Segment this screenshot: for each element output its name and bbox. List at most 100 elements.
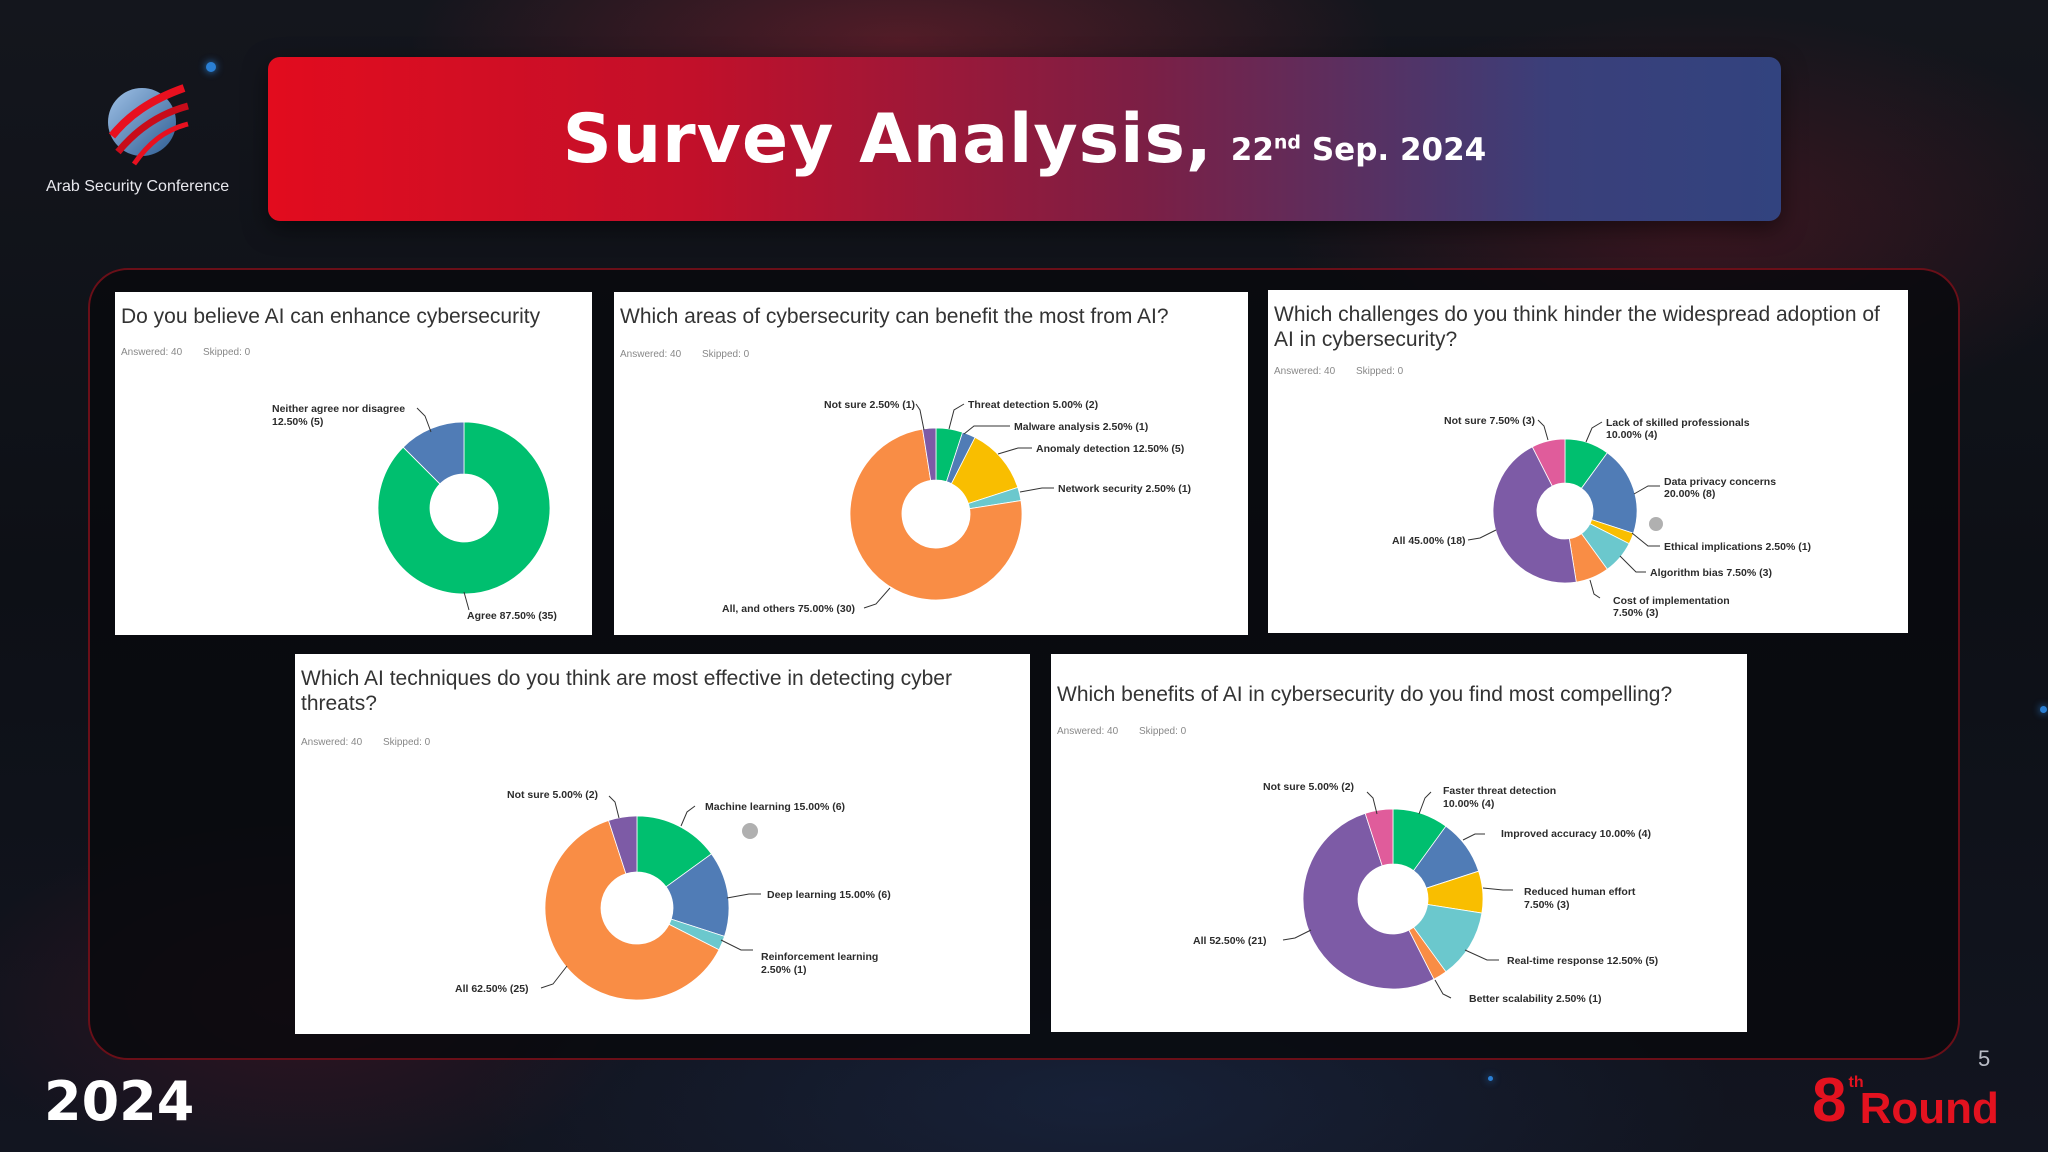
donut-slices (377, 421, 551, 595)
donut-chart: Not sure 5.00% (2) Machine learning 15.0… (455, 789, 891, 1001)
slice-label-reduced: Reduced human effort 7.50% (3) (1524, 886, 1636, 911)
donut-slices (849, 427, 1023, 601)
round-suffix: th (1848, 1074, 1864, 1091)
footer-year: 2024 (44, 1070, 195, 1133)
slice-label-bias: Algorithm bias 7.50% (3) (1650, 567, 1772, 579)
label-line: Reduced human effort (1524, 886, 1636, 898)
slice-label-all: All 52.50% (21) (1193, 935, 1267, 947)
pie-slice (1302, 812, 1435, 990)
slice-label-notsure: Not sure 2.50% (1) (824, 399, 915, 411)
slice-label-notsure: Not sure 7.50% (3) (1444, 415, 1535, 427)
label-line: 7.50% (3) (1613, 607, 1659, 619)
round-word: Round (1859, 1084, 1999, 1133)
leader-line (1366, 791, 1378, 815)
slice-label-privacy: Data privacy concerns 20.00% (8) (1664, 476, 1776, 500)
leader-line (726, 893, 761, 899)
conference-logo (98, 78, 190, 170)
slice-label-malware: Malware analysis 2.50% (1) (1014, 421, 1148, 433)
leader-line (1619, 555, 1646, 573)
card-question: Which challenges do you think hinder the… (1274, 303, 1880, 352)
round-number: 8 (1812, 1066, 1847, 1135)
pie-slice (377, 421, 551, 595)
slice-label-accuracy: Improved accuracy 10.00% (4) (1501, 828, 1651, 840)
label-line: 7.50% (3) (1524, 899, 1570, 911)
slice-label-all: All 45.00% (18) (1392, 535, 1466, 547)
donut-chart: Not sure 7.50% (3) Lack of skilled profe… (1392, 415, 1811, 619)
label-line: Lack of skilled professionals (1606, 417, 1750, 429)
slice-label-anomaly: Anomaly detection 12.50% (5) (1036, 443, 1184, 455)
survey-card-benefits: Which benefits of AI in cybersecurity do… (1051, 654, 1747, 1032)
cursor-dot (1649, 517, 1663, 531)
card-question: Do you believe AI can enhance cybersecur… (121, 305, 541, 328)
leader-line (1482, 887, 1513, 891)
slice-label-notsure: Not sure 5.00% (2) (1263, 781, 1354, 793)
page-number: 5 (1978, 1046, 1991, 1071)
leader-line (540, 965, 568, 989)
donut-slices (1302, 808, 1484, 990)
card-question: Which benefits of AI in cybersecurity do… (1057, 683, 1673, 706)
leader-line (863, 587, 891, 609)
label-line: 2.50% (1) (761, 964, 807, 976)
leader-line (463, 591, 470, 611)
pie-slice (1531, 438, 1566, 487)
pie-slice (849, 428, 1023, 601)
card-meta: Answered: 40 Skipped: 0 (1274, 366, 1421, 377)
leader-line (997, 447, 1032, 455)
leader-line (1462, 833, 1485, 841)
card-meta: Answered: 40 Skipped: 0 (121, 347, 268, 358)
label-line: Data privacy concerns (1664, 476, 1776, 488)
card-meta: Answered: 40 Skipped: 0 (620, 349, 767, 360)
donut-chart: Not sure 2.50% (1) Threat detection 5.00… (722, 399, 1191, 615)
skipped-count: Skipped: 0 (382, 737, 431, 748)
leader-line (1537, 419, 1549, 441)
leader-line (1467, 529, 1497, 541)
slice-label-realtime: Real-time response 12.50% (5) (1507, 955, 1658, 967)
page-title: Survey Analysis, (562, 99, 1213, 179)
survey-card-techniques: Which AI techniques do you think are mos… (295, 654, 1030, 1034)
answered-count: Answered: 40 (620, 349, 682, 360)
leader-line (948, 403, 965, 430)
network-node-decoration (206, 62, 216, 72)
round-badge: 8 th Round (1812, 1070, 1999, 1134)
slice-label-neither: Neither agree nor disagree 12.50% (5) (272, 403, 405, 428)
pie-slice (402, 421, 465, 485)
network-node-decoration (2040, 706, 2047, 713)
logo-globe-icon (108, 84, 189, 166)
card-question: Which areas of cybersecurity can benefit… (620, 305, 1169, 328)
label-line: 20.00% (8) (1664, 488, 1715, 500)
leader-line (1585, 421, 1603, 443)
skipped-count: Skipped: 0 (202, 347, 251, 358)
leader-line (1633, 485, 1660, 495)
leader-line (1631, 532, 1660, 547)
pie-slice (922, 427, 937, 481)
leader-line (1418, 791, 1432, 815)
skipped-count: Skipped: 0 (701, 349, 750, 360)
leader-line (1589, 579, 1601, 599)
network-node-decoration (1488, 1076, 1493, 1081)
label-line: 12.50% (5) (272, 416, 323, 428)
label-line: Cost of implementation (1613, 595, 1730, 607)
logo-text: Arab Security Conference (46, 178, 230, 195)
cursor-dot (742, 823, 758, 839)
pie-slice (1492, 446, 1577, 584)
leader-line (416, 407, 432, 433)
answered-count: Answered: 40 (1274, 366, 1336, 377)
skipped-count: Skipped: 0 (1138, 726, 1187, 737)
pie-slice (544, 819, 720, 1001)
survey-date: 22nd Sep. 2024 (1231, 132, 1486, 168)
slice-label-dl: Deep learning 15.00% (6) (767, 889, 891, 901)
date-day: 22 (1230, 132, 1274, 168)
slice-label-agree: Agree 87.50% (35) (467, 610, 557, 622)
slice-label-scalability: Better scalability 2.50% (1) (1469, 993, 1601, 1005)
card-question: Which AI techniques do you think are mos… (301, 667, 952, 716)
pie-slice (608, 815, 638, 875)
donut-chart: Neither agree nor disagree 12.50% (5) Agr… (272, 403, 557, 622)
survey-card-challenges: Which challenges do you think hinder the… (1268, 290, 1908, 633)
card-meta: Answered: 40 Skipped: 0 (301, 737, 448, 748)
donut-slices (1492, 438, 1638, 584)
slice-label-ml: Machine learning 15.00% (6) (705, 801, 845, 813)
pie-slice (1364, 808, 1394, 867)
pie-slice (1580, 452, 1638, 534)
slice-label-cost: Cost of implementation 7.50% (3) (1613, 595, 1730, 619)
leader-line (1434, 979, 1452, 999)
